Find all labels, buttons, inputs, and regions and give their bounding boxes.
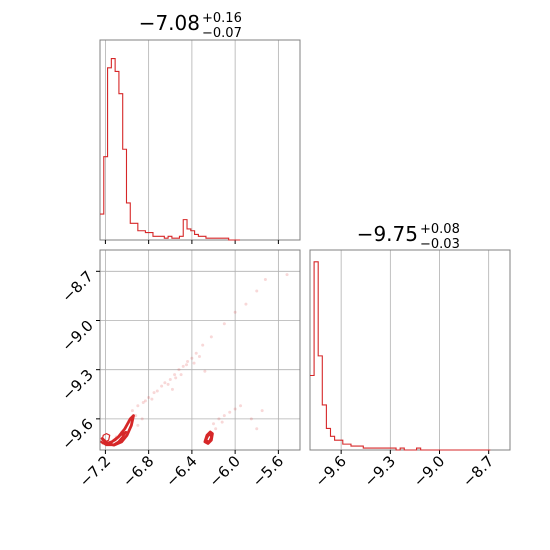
scatter-point [285, 273, 289, 277]
scatter-point [134, 414, 138, 418]
scatter-point [217, 417, 221, 421]
density-contour [100, 430, 128, 447]
scatter-point [150, 397, 154, 401]
scatter-plot-area [100, 273, 289, 447]
histogram-frame-top [99, 39, 301, 241]
density-contour [101, 433, 111, 443]
scatter-point [177, 368, 181, 372]
scatter-point [163, 381, 167, 385]
scatter-point [166, 382, 170, 386]
scatter-point [260, 409, 264, 413]
scatter-point [141, 400, 145, 404]
scatter-point [222, 414, 226, 418]
x-tick-label-right: −9.0 [410, 452, 448, 490]
scatter-point [136, 423, 140, 427]
scatter-point [136, 404, 140, 408]
x-tick-label: −6.0 [205, 452, 243, 490]
x-tick-label-right: −9.6 [311, 452, 349, 490]
scatter-point [179, 373, 183, 377]
scatter-point [255, 427, 259, 431]
scatter-point [170, 387, 174, 391]
histogram-panel-right: −9.75 +0.08 −0.03 −9.6 −9.3 −9.0 −8.7 [309, 222, 511, 491]
scatter-point [160, 384, 164, 388]
scatter-point [184, 363, 188, 367]
density-contour [203, 430, 214, 445]
scatter-point [186, 359, 190, 363]
title-top: −7.08 [139, 11, 200, 35]
scatter-point [147, 396, 151, 400]
title-right-plus: +0.08 [420, 222, 460, 237]
scatter-point [214, 427, 218, 431]
scatter-point [168, 378, 172, 382]
x-tick-label: −6.4 [162, 452, 200, 490]
scatter-point [255, 289, 259, 293]
scatter-point [249, 417, 253, 421]
scatter-point [173, 373, 177, 377]
density-contour [204, 432, 213, 443]
scatter-frame [99, 249, 301, 451]
scatter-point [220, 420, 224, 424]
x-tick-label-right: −9.3 [361, 452, 399, 490]
scatter-point [201, 343, 205, 347]
scatter-point [152, 391, 156, 395]
y-tick-label: −8.7 [58, 267, 96, 305]
scatter-point [174, 376, 178, 380]
scatter-point [239, 404, 243, 408]
scatter-point [197, 355, 201, 359]
histogram-frame-right [309, 249, 511, 451]
scatter-panel: −7.2 −6.8 −6.4 −6.0 −5.6 −8.7 −9.0 −9.3 −9.6 [58, 249, 301, 491]
scatter-point [140, 417, 144, 421]
x-tick-label: −5.6 [249, 452, 287, 490]
scatter-point [222, 322, 226, 326]
histogram-step-top [100, 57, 240, 241]
x-tick-label-right: −8.7 [459, 452, 497, 490]
histogram-panel-top: −7.08 +0.16 −0.07 [99, 11, 301, 244]
scatter-point [212, 422, 216, 426]
scatter-point [263, 278, 267, 282]
scatter-point [130, 409, 134, 413]
scatter-point [233, 407, 237, 411]
scatter-point [190, 356, 194, 360]
scatter-point [209, 335, 213, 339]
x-tick-label: −6.8 [119, 452, 157, 490]
title-right-minus: −0.03 [420, 237, 460, 252]
title-top-plus: +0.16 [202, 11, 242, 26]
scatter-point [155, 389, 159, 393]
title-top-minus: −0.07 [202, 26, 242, 41]
x-tick-label: −7.2 [76, 452, 114, 490]
y-tick-label: −9.0 [58, 317, 96, 355]
title-right: −9.75 [357, 222, 418, 246]
scatter-point [233, 310, 237, 314]
scatter-point [181, 364, 185, 368]
scatter-point [203, 369, 207, 373]
scatter-point [194, 351, 198, 355]
y-tick-label: −9.6 [58, 415, 96, 453]
scatter-point [143, 399, 147, 403]
histogram-step-right [310, 261, 491, 451]
y-tick-label: −9.3 [58, 366, 96, 404]
scatter-point [192, 361, 196, 365]
scatter-point [244, 302, 248, 306]
scatter-point [228, 410, 232, 414]
